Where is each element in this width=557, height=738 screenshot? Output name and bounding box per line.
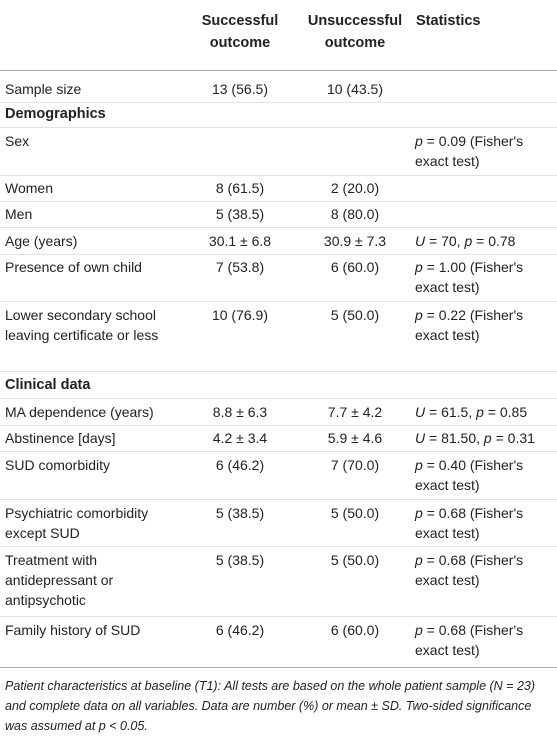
cell-family-history-successful: 6 (46.2)	[215, 622, 265, 638]
section-demographics: Demographics	[5, 106, 106, 122]
cell-sex-statistics: p = 0.09 (Fisher's exact test)	[415, 131, 555, 171]
cell-abstinence-unsuccessful: 5.9 ± 4.6	[327, 430, 383, 446]
cell-sud-comorbidity-unsuccessful: 7 (70.0)	[330, 457, 380, 473]
cell-abstinence-statistics: U = 81.50, p = 0.31	[415, 428, 555, 448]
cell-age-unsuccessful: 30.9 ± 7.3	[323, 233, 387, 249]
row-label-ma-dependence: MA dependence (years)	[5, 404, 154, 420]
cell-psychiatric-comorbidity-statistics: p = 0.68 (Fisher's exact test)	[415, 503, 555, 543]
stat-u-symbol: U	[415, 404, 426, 420]
header-statistics: Statistics	[416, 13, 481, 29]
cell-school-successful: 10 (76.9)	[211, 307, 269, 323]
row-label-women: Women	[5, 180, 53, 196]
stat-text: = 0.09 (Fisher's exact test)	[415, 133, 524, 169]
cell-men-successful: 5 (38.5)	[215, 206, 265, 222]
row-separator	[0, 227, 557, 228]
stat-symbol: p	[415, 457, 423, 473]
row-label-age: Age (years)	[5, 233, 78, 249]
stat-p-symbol: p	[464, 233, 473, 249]
stat-symbol: p	[415, 505, 423, 521]
row-label-school: Lower secondary school leaving certifica…	[5, 307, 159, 343]
row-separator	[0, 499, 557, 500]
row-label-own-child: Presence of own child	[5, 259, 142, 275]
row-separator	[0, 546, 557, 547]
cell-school-statistics: p = 0.22 (Fisher's exact test)	[415, 305, 555, 345]
stat-text: = 0.68 (Fisher's exact test)	[415, 622, 524, 658]
cell-women-successful: 8 (61.5)	[215, 180, 265, 196]
row-separator	[0, 102, 557, 103]
row-separator	[0, 127, 557, 128]
stat-text: = 0.40 (Fisher's exact test)	[415, 457, 524, 493]
row-separator	[0, 254, 557, 255]
cell-ma-dependence-unsuccessful: 7.7 ± 4.2	[327, 404, 383, 420]
stat-symbol: p	[415, 307, 423, 323]
stat-symbol: p	[415, 133, 423, 149]
stat-text: = 0.31	[491, 430, 535, 446]
cell-psychiatric-comorbidity-unsuccessful: 5 (50.0)	[330, 505, 380, 521]
table-footnote: Patient characteristics at baseline (T1)…	[5, 679, 536, 733]
row-label-family-history: Family history of SUD	[5, 622, 141, 638]
stat-text: = 0.85	[483, 404, 528, 420]
cell-women-unsuccessful: 2 (20.0)	[330, 180, 380, 196]
cell-ma-dependence-statistics: U = 61.5, p = 0.85	[415, 402, 555, 422]
row-separator	[0, 425, 557, 426]
cell-psychiatric-comorbidity-successful: 5 (38.5)	[215, 505, 265, 521]
row-label-treatment: Treatment with antidepressant or antipsy…	[5, 552, 114, 608]
stat-symbol: p	[415, 622, 423, 638]
cell-own-child-statistics: p = 1.00 (Fisher's exact test)	[415, 257, 555, 297]
row-label-sud-comorbidity: SUD comorbidity	[5, 457, 111, 473]
stat-symbol: p	[415, 259, 423, 275]
cell-sud-comorbidity-statistics: p = 0.40 (Fisher's exact test)	[415, 455, 555, 495]
stat-p-symbol: p	[476, 404, 484, 420]
row-label-sample-size: Sample size	[5, 81, 82, 97]
cell-men-unsuccessful: 8 (80.0)	[330, 206, 380, 222]
cell-ma-dependence-successful: 8.8 ± 6.3	[212, 404, 268, 420]
stat-u-symbol: U	[415, 430, 426, 446]
stat-u-symbol: U	[415, 233, 426, 249]
cell-age-statistics: U = 70, p = 0.78	[415, 231, 555, 251]
stat-symbol: p	[415, 552, 423, 568]
row-separator	[0, 398, 557, 399]
cell-own-child-successful: 7 (53.8)	[215, 259, 265, 275]
stat-text: = 1.00 (Fisher's exact test)	[415, 259, 524, 295]
section-clinical-data: Clinical data	[5, 377, 91, 393]
row-separator	[0, 451, 557, 452]
row-label-psychiatric-comorbidity: Psychiatric comorbidity except SUD	[5, 505, 149, 541]
cell-treatment-statistics: p = 0.68 (Fisher's exact test)	[415, 550, 555, 590]
stat-text: = 0.68 (Fisher's exact test)	[415, 505, 524, 541]
cell-family-history-statistics: p = 0.68 (Fisher's exact test)	[415, 620, 555, 660]
stat-p-symbol: p	[483, 430, 492, 446]
cell-school-unsuccessful: 5 (50.0)	[330, 307, 380, 323]
cell-sample-size-successful: 13 (56.5)	[211, 81, 269, 97]
row-separator	[0, 301, 557, 302]
header-unsuccessful-outcome: Unsuccessful outcome	[307, 13, 403, 51]
stat-text: = 0.68 (Fisher's exact test)	[415, 552, 524, 588]
row-separator	[0, 201, 557, 202]
cell-age-successful: 30.1 ± 6.8	[208, 233, 272, 249]
row-separator	[0, 616, 557, 617]
row-label-abstinence: Abstinence [days]	[5, 430, 116, 446]
cell-own-child-unsuccessful: 6 (60.0)	[330, 259, 380, 275]
stat-text: = 70,	[425, 233, 465, 249]
row-separator	[0, 371, 557, 372]
stat-text: = 0.22 (Fisher's exact test)	[415, 307, 524, 343]
stat-text: = 0.78	[472, 233, 516, 249]
cell-treatment-successful: 5 (38.5)	[215, 552, 265, 568]
cell-treatment-unsuccessful: 5 (50.0)	[330, 552, 380, 568]
table-bottom-rule	[0, 667, 557, 668]
cell-family-history-unsuccessful: 6 (60.0)	[330, 622, 380, 638]
cell-sample-size-unsuccessful: 10 (43.5)	[326, 81, 384, 97]
header-rule	[0, 70, 557, 71]
stat-text: = 61.5,	[425, 404, 477, 420]
row-label-men: Men	[5, 206, 33, 222]
cell-abstinence-successful: 4.2 ± 3.4	[212, 430, 268, 446]
stat-text: = 81.50,	[425, 430, 484, 446]
cell-sud-comorbidity-successful: 6 (46.2)	[215, 457, 265, 473]
row-separator	[0, 175, 557, 176]
row-label-sex: Sex	[5, 133, 30, 149]
header-successful-outcome: Successful outcome	[201, 13, 279, 51]
